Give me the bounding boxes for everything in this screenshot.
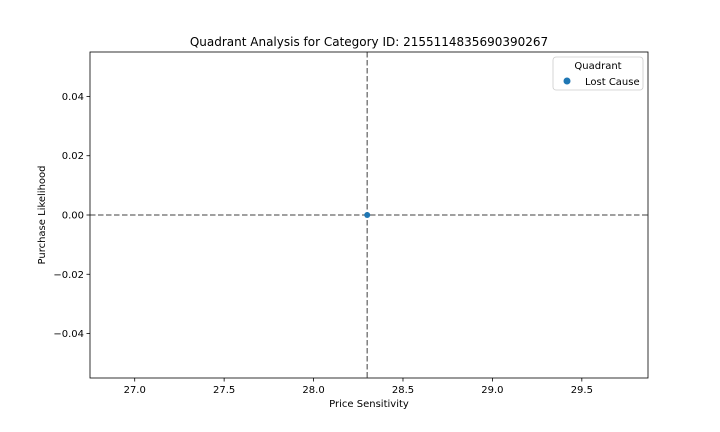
y-tick-label: −0.02 (53, 270, 84, 281)
chart-title: Quadrant Analysis for Category ID: 21551… (190, 35, 548, 49)
legend-marker (563, 77, 571, 85)
x-tick-label: 29.5 (571, 385, 593, 396)
legend-title: Quadrant (574, 61, 621, 72)
x-tick-label: 28.5 (392, 385, 414, 396)
y-tick-label: 0.04 (62, 92, 84, 103)
y-tick-label: 0.00 (62, 211, 84, 222)
data-point (364, 212, 371, 218)
y-tick-label: −0.04 (53, 329, 84, 340)
legend-box (552, 56, 644, 91)
y-axis-label: Purchase Likelihood (37, 165, 48, 264)
y-axis-ticks: 0.04 0.02 0.00 −0.02 −0.04 (53, 92, 90, 340)
x-tick-label: 28.0 (302, 385, 324, 396)
x-axis-label: Price Sensitivity (329, 399, 409, 410)
legend-label: Lost Cause (585, 77, 640, 88)
x-axis-ticks: 27.0 27.5 28.0 28.5 29.0 29.5 (124, 378, 593, 396)
x-tick-label: 27.0 (124, 385, 146, 396)
legend: Quadrant Lost Cause (552, 56, 644, 91)
y-tick-label: 0.02 (62, 151, 84, 162)
x-tick-label: 29.0 (481, 385, 503, 396)
x-tick-label: 27.5 (213, 385, 235, 396)
data-points (364, 212, 371, 218)
